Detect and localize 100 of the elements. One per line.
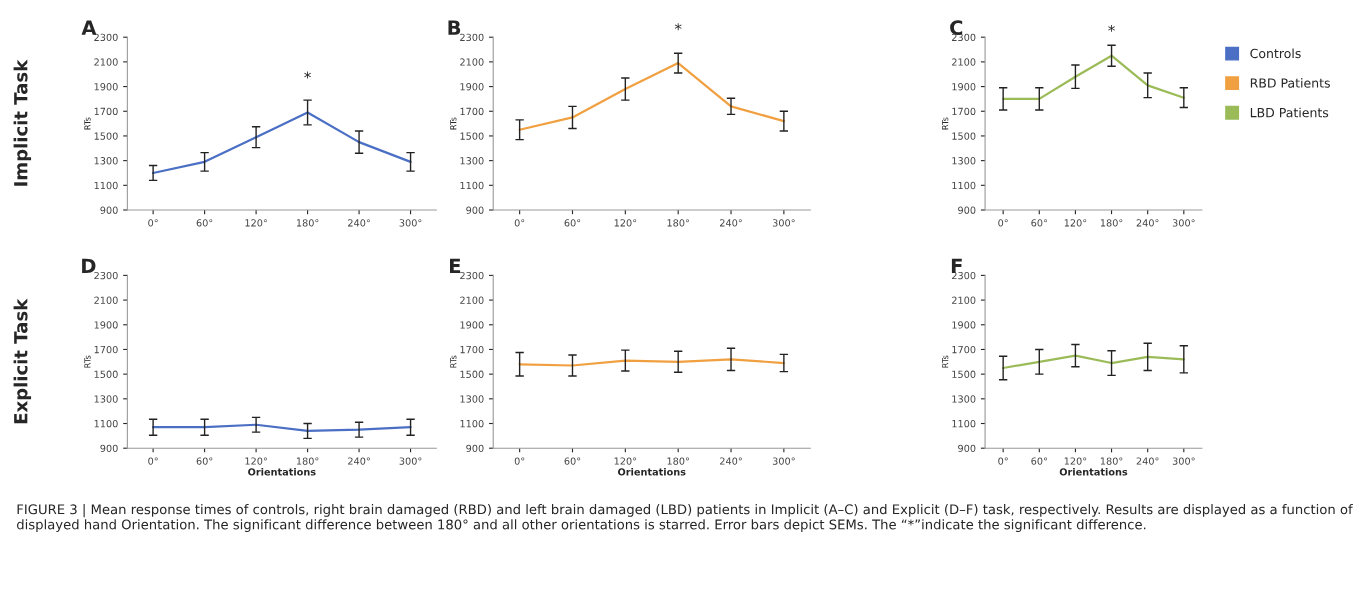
y-tick-label: 2100 — [952, 58, 976, 66]
y-tick-label: 2300 — [460, 271, 484, 280]
x-tick-label: 0° — [514, 219, 525, 227]
chart-title: E — [450, 258, 461, 273]
x-tick-label: 120° — [245, 219, 267, 227]
y-tick-label: 1100 — [460, 419, 484, 428]
y-tick-label: 1100 — [94, 181, 118, 190]
y-axis-title: RTs — [450, 355, 457, 368]
x-tick-label: 300° — [772, 457, 795, 465]
y-tick-label: 1500 — [94, 132, 118, 140]
x-tick-label: 120° — [614, 457, 637, 465]
legend-label: Controls — [1250, 48, 1301, 59]
x-tick-label: 0° — [148, 219, 158, 227]
y-tick-label: 2100 — [94, 296, 118, 304]
y-tick-label: 900 — [466, 444, 484, 453]
y-tick-label: 2300 — [94, 33, 118, 42]
y-tick-label: 900 — [958, 206, 976, 214]
y-tick-label: 1500 — [952, 370, 976, 378]
x-tick-label: 240° — [1136, 457, 1159, 465]
y-tick-label: 1500 — [460, 132, 484, 140]
text: * — [1108, 24, 1115, 32]
legend-label: RBD Patients — [1250, 78, 1330, 88]
y-tick-label: 1900 — [460, 321, 484, 329]
y-tick-label: 2300 — [94, 271, 118, 280]
y-tick-label: 1700 — [460, 345, 484, 354]
x-tick-label: 180° — [296, 219, 319, 227]
y-axis-title: RTs — [84, 355, 91, 368]
x-tick-label: 0° — [998, 219, 1008, 227]
y-tick-label: 1100 — [952, 419, 976, 428]
x-tick-label: 0° — [148, 457, 158, 465]
line-series — [1002, 354, 1185, 370]
chart-title: A — [81, 20, 97, 35]
y-tick-label: 1900 — [460, 83, 484, 91]
caption: FIGURE 3 | Mean response times of controls, right brain damaged (RBD) and left brain damaged (LBD) patients in Implicit (A–C) and Explicit (D–F) task, respectively. Results are displayed as a function of displayed hand Orientation. The significant difference between 180° and all other orientations is starred. Error bars depict SEMs. The “*”indicate the significant difference. — [16, 504, 1353, 532]
x-tick-label: 180° — [1100, 457, 1123, 465]
x-tick-label: 240° — [348, 457, 370, 465]
x-tick-label: 120° — [1064, 457, 1087, 465]
x-tick-label: 60° — [196, 457, 213, 465]
y-tick-label: 1500 — [94, 370, 118, 378]
y-tick-label: 1100 — [460, 181, 484, 190]
y-tick-label: 2100 — [460, 296, 484, 304]
y-tick-label: 1700 — [460, 107, 484, 116]
y-tick-label: 1900 — [94, 321, 118, 329]
y-tick-label: 2300 — [460, 33, 484, 42]
x-tick-label: 300° — [1172, 219, 1195, 227]
y-axis-title: RTs — [942, 117, 949, 130]
x-tick-label: 60° — [564, 457, 581, 465]
y-tick-label: 2300 — [952, 33, 976, 42]
x-axis-title: Orientations — [1059, 468, 1128, 476]
x-axis-title: Orientations — [618, 468, 686, 476]
y-axis-title: RTs — [84, 117, 91, 130]
x-tick-label: 300° — [1172, 457, 1195, 465]
text: Implicit Task — [13, 59, 32, 186]
line-series — [152, 423, 412, 433]
y-tick-label: 1700 — [94, 345, 118, 354]
y-tick-label: 900 — [466, 206, 484, 214]
y-tick-label: 1300 — [952, 395, 976, 403]
y-tick-label: 900 — [100, 206, 118, 214]
x-tick-label: 120° — [614, 219, 637, 227]
chart-title: C — [950, 20, 963, 35]
x-tick-label: 240° — [720, 219, 742, 227]
line-series — [518, 62, 785, 131]
y-tick-label: 1500 — [460, 370, 484, 378]
chart-title: F — [951, 258, 962, 273]
line-series — [518, 358, 785, 367]
y-tick-label: 1300 — [460, 395, 484, 403]
x-tick-label: 60° — [196, 219, 213, 227]
y-tick-label: 1700 — [952, 107, 976, 116]
y-tick-label: 2100 — [952, 296, 976, 304]
x-tick-label: 180° — [296, 457, 319, 465]
x-tick-label: 0° — [998, 457, 1008, 465]
y-axis-title: RTs — [942, 355, 949, 368]
y-tick-label: 2100 — [94, 58, 118, 66]
y-tick-label: 1300 — [94, 395, 118, 403]
y-tick-label: 2100 — [460, 58, 484, 66]
y-tick-label: 900 — [100, 444, 118, 453]
y-tick-label: 1900 — [952, 321, 976, 329]
y-tick-label: 1100 — [94, 419, 118, 428]
legend-label: LBD Patients — [1250, 107, 1329, 118]
y-tick-label: 1100 — [952, 181, 976, 190]
y-tick-label: 1900 — [94, 83, 118, 91]
x-tick-label: 0° — [514, 457, 525, 465]
chart-title: D — [82, 258, 96, 273]
y-tick-label: 1500 — [952, 132, 976, 140]
annotation: * — [304, 71, 311, 79]
chart-title: B — [448, 20, 461, 35]
y-axis-title: RTs — [450, 117, 457, 130]
x-axis-title: Orientations — [248, 468, 316, 476]
x-tick-label: 300° — [399, 219, 422, 227]
text: * — [674, 23, 682, 31]
x-tick-label: 60° — [1031, 219, 1047, 227]
x-tick-label: 60° — [1031, 457, 1047, 465]
y-tick-label: 900 — [958, 444, 976, 453]
x-tick-label: 60° — [564, 219, 581, 227]
x-tick-label: 240° — [720, 457, 742, 465]
x-tick-label: 300° — [399, 457, 422, 465]
y-tick-label: 1300 — [94, 157, 118, 165]
x-tick-label: 300° — [772, 219, 795, 227]
y-tick-label: 1900 — [952, 83, 976, 91]
y-tick-label: 1700 — [94, 107, 118, 116]
